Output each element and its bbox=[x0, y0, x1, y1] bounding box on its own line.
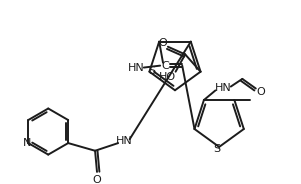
Text: N: N bbox=[23, 138, 32, 148]
Text: S: S bbox=[149, 66, 156, 76]
Text: HN: HN bbox=[215, 84, 231, 93]
Text: S: S bbox=[214, 144, 221, 154]
Text: O: O bbox=[256, 87, 265, 97]
Text: O: O bbox=[93, 175, 101, 184]
Text: HN: HN bbox=[116, 136, 132, 146]
Text: HN: HN bbox=[128, 63, 144, 72]
Text: HO: HO bbox=[159, 72, 176, 82]
Text: C: C bbox=[161, 61, 169, 71]
Text: O: O bbox=[159, 38, 167, 48]
